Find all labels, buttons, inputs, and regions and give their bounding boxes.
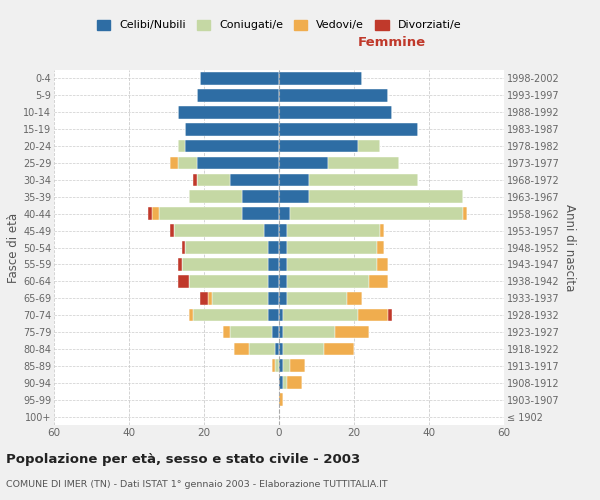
Bar [268,275,279,287]
Bar [283,342,324,355]
Bar [279,309,283,322]
Bar [170,224,174,237]
Bar [234,342,249,355]
Bar [159,208,241,220]
Bar [279,326,283,338]
Bar [189,190,241,203]
Bar [377,258,388,270]
Bar [358,140,380,152]
Bar [324,342,354,355]
Bar [279,174,309,186]
Bar [212,292,268,304]
Bar [178,275,189,287]
Bar [463,208,467,220]
Bar [328,156,399,170]
Bar [193,174,197,186]
Bar [182,258,268,270]
Bar [275,342,279,355]
Bar [287,241,377,254]
Bar [197,89,279,102]
Text: Popolazione per età, sesso e stato civile - 2003: Popolazione per età, sesso e stato civil… [6,452,360,466]
Bar [287,275,369,287]
Bar [290,360,305,372]
Bar [208,292,212,304]
Bar [335,326,369,338]
Bar [377,241,384,254]
Bar [358,309,388,322]
Bar [185,123,279,136]
Bar [170,156,178,170]
Bar [283,309,358,322]
Bar [279,156,328,170]
Bar [178,106,279,118]
Bar [287,224,380,237]
Bar [279,360,283,372]
Bar [268,292,279,304]
Bar [174,224,264,237]
Bar [230,326,271,338]
Bar [283,376,287,389]
Bar [279,72,361,85]
Bar [279,106,392,118]
Bar [279,123,418,136]
Bar [178,140,185,152]
Bar [271,326,279,338]
Bar [223,326,230,338]
Bar [309,174,418,186]
Bar [249,342,275,355]
Bar [279,275,287,287]
Bar [279,376,283,389]
Bar [279,342,283,355]
Bar [189,309,193,322]
Bar [287,258,377,270]
Bar [271,360,275,372]
Bar [279,394,283,406]
Bar [279,241,287,254]
Bar [275,360,279,372]
Bar [185,140,279,152]
Bar [287,292,347,304]
Bar [309,190,463,203]
Bar [279,89,388,102]
Bar [279,190,309,203]
Bar [197,174,230,186]
Y-axis label: Fasce di età: Fasce di età [7,212,20,282]
Bar [200,72,279,85]
Bar [290,208,463,220]
Bar [279,140,358,152]
Legend: Celibi/Nubili, Coniugati/e, Vedovi/e, Divorziati/e: Celibi/Nubili, Coniugati/e, Vedovi/e, Di… [92,15,466,35]
Bar [268,309,279,322]
Bar [380,224,384,237]
Bar [369,275,388,287]
Bar [241,208,279,220]
Bar [189,275,268,287]
Bar [178,156,197,170]
Bar [268,258,279,270]
Text: Femmine: Femmine [358,36,425,49]
Text: COMUNE DI IMER (TN) - Dati ISTAT 1° gennaio 2003 - Elaborazione TUTTITALIA.IT: COMUNE DI IMER (TN) - Dati ISTAT 1° genn… [6,480,388,489]
Bar [279,224,287,237]
Bar [287,376,302,389]
Bar [200,292,208,304]
Bar [283,326,335,338]
Bar [178,258,182,270]
Bar [279,258,287,270]
Bar [151,208,159,220]
Bar [185,241,268,254]
Bar [268,241,279,254]
Bar [197,156,279,170]
Bar [283,360,290,372]
Bar [279,208,290,220]
Bar [148,208,151,220]
Bar [347,292,361,304]
Bar [182,241,185,254]
Y-axis label: Anni di nascita: Anni di nascita [563,204,577,291]
Bar [264,224,279,237]
Bar [279,292,287,304]
Bar [193,309,268,322]
Bar [241,190,279,203]
Bar [230,174,279,186]
Bar [388,309,392,322]
